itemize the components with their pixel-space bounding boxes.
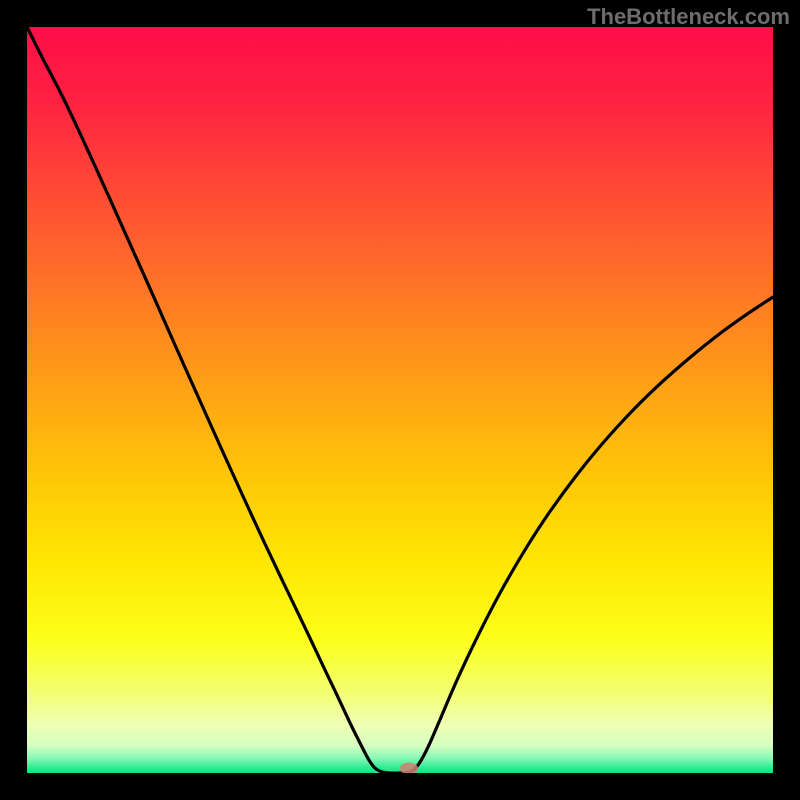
bottleneck-chart xyxy=(0,0,800,800)
optimal-marker xyxy=(400,763,418,775)
watermark-text: TheBottleneck.com xyxy=(587,4,790,30)
chart-container: { "watermark": { "text": "TheBottleneck.… xyxy=(0,0,800,800)
gradient-plot-area xyxy=(27,27,773,773)
